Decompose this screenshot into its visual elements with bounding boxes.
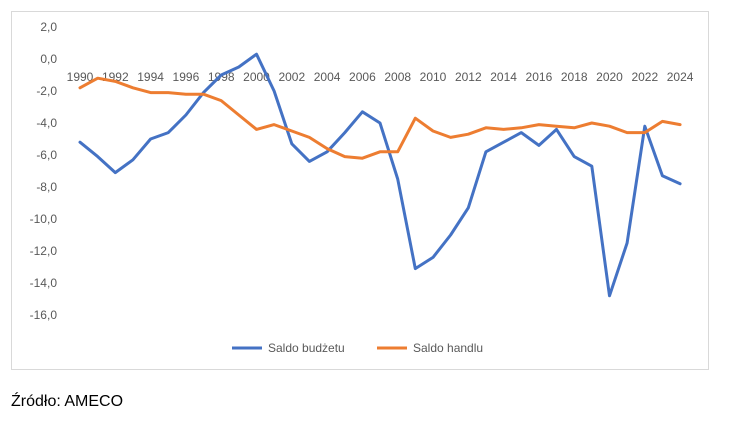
x-tick-label: 2018 [561,70,588,84]
x-tick-label: 2008 [384,70,411,84]
chart-area [11,11,709,370]
x-tick-label: 2012 [455,70,482,84]
series-lines [78,52,682,298]
y-tick-label: -2,0 [36,84,57,98]
x-tick-label: 2010 [420,70,447,84]
y-axis-ticks: 2,0 0,0 -2,0 -4,0 -6,0 -8,0 -10,0 -12,0 -14,0 -16… [30,20,58,322]
x-tick-label: 2014 [490,70,517,84]
x-tick-label: 2002 [278,70,305,84]
series-line-trade [78,76,682,160]
x-tick-label: 2020 [596,70,623,84]
series-line-budget [78,52,682,298]
legend-label: Saldo budżetu [268,341,345,355]
x-tick-label: 2004 [314,70,341,84]
x-tick-label: 2006 [349,70,376,84]
y-tick-label: 2,0 [40,20,57,34]
legend: Saldo budżetu Saldo handlu [232,341,483,355]
x-tick-label: 1994 [137,70,164,84]
legend-label: Saldo handlu [413,341,483,355]
x-tick-label: 2000 [243,70,270,84]
x-tick-label: 1996 [173,70,200,84]
x-tick-label: 2016 [526,70,553,84]
y-tick-label: -6,0 [36,148,57,162]
y-tick-label: -16,0 [30,308,58,322]
y-tick-label: -14,0 [30,276,58,290]
x-axis-ticks: 1990 1992 1994 1996 1998 2000 2002 2004 2006 2008… [67,70,694,84]
y-tick-label: -10,0 [30,212,58,226]
y-tick-label: 0,0 [40,52,57,66]
source-note: Źródło: AMECO [11,393,124,410]
x-tick-label: 2022 [631,70,658,84]
x-tick-label: 2024 [667,70,694,84]
x-tick-label: 1990 [67,70,94,84]
y-tick-label: -8,0 [36,180,57,194]
y-tick-label: -4,0 [36,116,57,130]
y-tick-label: -12,0 [30,244,58,258]
